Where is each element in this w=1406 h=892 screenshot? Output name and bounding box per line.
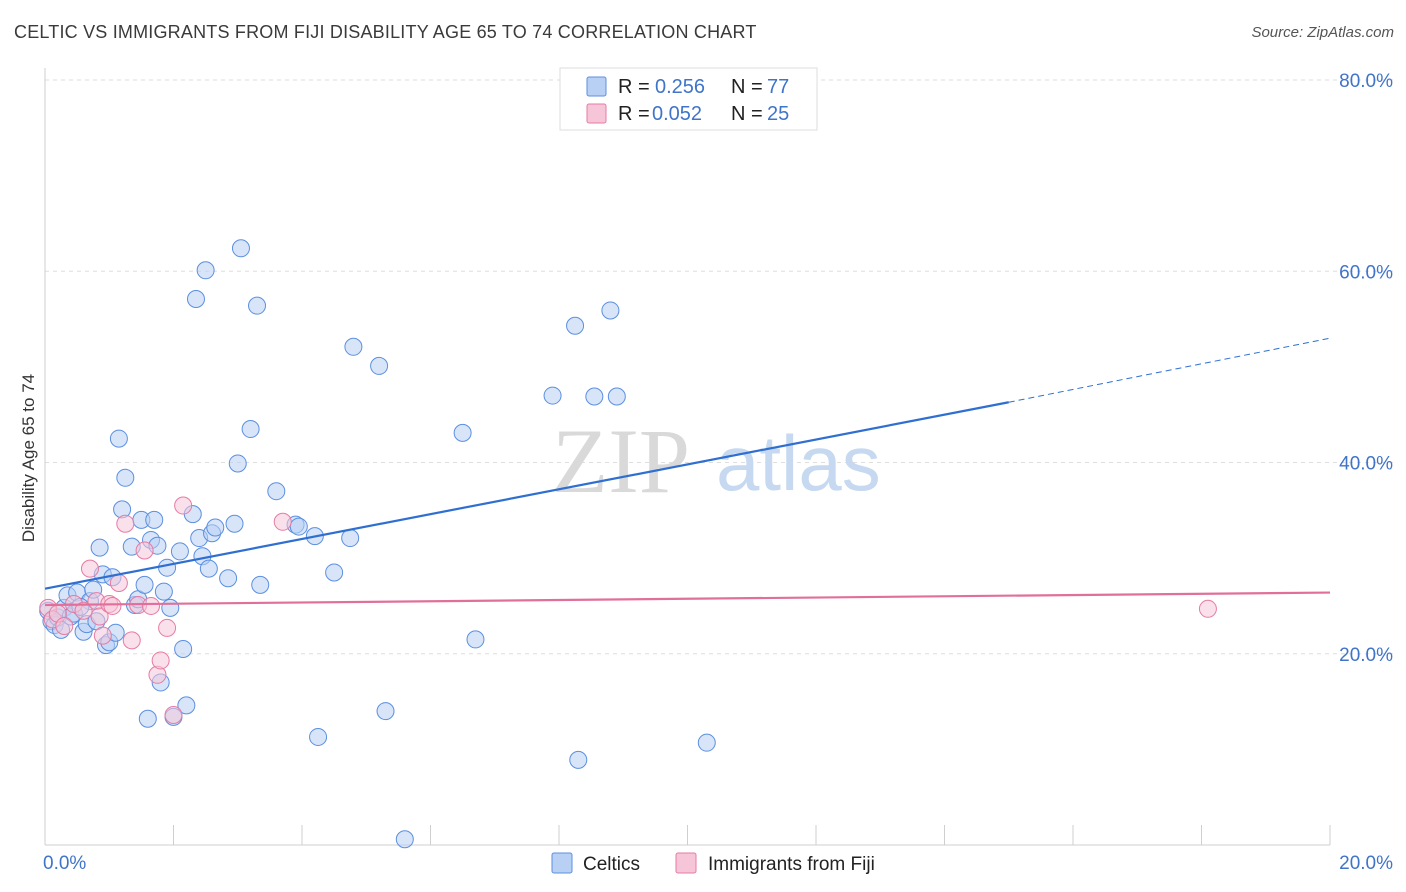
point-celtics-60 <box>309 727 328 746</box>
point-celtics-75 <box>697 733 716 752</box>
point-celtics-40 <box>177 696 196 715</box>
point-celtics-74 <box>607 387 626 406</box>
watermark: ZIP atlas <box>552 410 881 512</box>
point-celtics-72 <box>585 387 604 406</box>
legend-n-label-fiji: N = <box>731 103 763 125</box>
legend-swatch-celtics <box>586 76 607 97</box>
point-celtics-56 <box>267 482 286 501</box>
point-celtics-67 <box>453 423 472 442</box>
point-celtics-53 <box>241 420 260 439</box>
y-axis-label: Disability Age 65 to 74 <box>19 374 38 542</box>
legend-n-value-celtics: 77 <box>767 76 789 98</box>
point-fiji-20 <box>158 618 177 637</box>
legend-r-label-fiji: R = <box>618 103 650 125</box>
point-celtics-38 <box>170 542 189 561</box>
point-celtics-61 <box>325 563 344 582</box>
legend-bottom-label-celtics: Celtics <box>583 854 640 875</box>
legend-top: R = 0.256 N = 77 R = 0.052 N = 25 <box>559 67 818 131</box>
legend-n-label-celtics: N = <box>731 76 763 98</box>
x-tick-label-1: 20.0% <box>1339 853 1393 874</box>
point-celtics-23 <box>116 468 135 487</box>
point-celtics-63 <box>344 337 363 356</box>
legend-bottom: Celtics Immigrants from Fiji <box>551 852 875 875</box>
trend-line-celtics <box>44 401 1009 590</box>
point-celtics-73 <box>601 301 620 320</box>
point-celtics-50 <box>225 514 244 533</box>
point-celtics-70 <box>566 316 585 335</box>
point-fiji-17 <box>142 596 161 615</box>
point-celtics-68 <box>466 630 485 649</box>
gridlines <box>45 79 1393 655</box>
point-fiji-16 <box>135 541 154 560</box>
point-celtics-58 <box>289 517 308 536</box>
point-celtics-66 <box>395 830 414 849</box>
point-celtics-62 <box>341 529 360 548</box>
legend-swatch-fiji <box>586 103 607 124</box>
point-fiji-11 <box>103 596 122 615</box>
data-points <box>39 239 1217 849</box>
point-celtics-15 <box>90 538 109 557</box>
point-fiji-8 <box>90 607 109 626</box>
point-fiji-14 <box>122 631 141 650</box>
y-tick-label-3: 80.0% <box>1339 71 1393 92</box>
point-celtics-64 <box>370 356 389 375</box>
point-celtics-52 <box>231 239 250 258</box>
point-fiji-6 <box>80 559 99 578</box>
source-label: Source: ZipAtlas.com <box>1251 24 1394 41</box>
point-fiji-24 <box>1198 599 1217 618</box>
legend-r-label-celtics: R = <box>618 76 650 98</box>
point-celtics-34 <box>154 582 173 601</box>
point-fiji-22 <box>174 496 193 515</box>
point-fiji-9 <box>93 626 112 645</box>
point-celtics-21 <box>109 429 128 448</box>
point-celtics-28 <box>135 575 154 594</box>
legend-r-value-celtics: 0.256 <box>655 76 705 98</box>
legend-bottom-label-fiji: Immigrants from Fiji <box>708 854 875 875</box>
point-fiji-3 <box>55 617 74 636</box>
point-celtics-46 <box>199 559 218 578</box>
legend-r-value-fiji: 0.052 <box>652 103 702 125</box>
y-tick-label-1: 40.0% <box>1339 454 1393 475</box>
point-fiji-21 <box>164 705 183 724</box>
point-fiji-19 <box>151 651 170 670</box>
point-celtics-54 <box>248 296 267 315</box>
point-fiji-13 <box>116 514 135 533</box>
point-fiji-23 <box>273 512 292 531</box>
point-celtics-48 <box>206 518 225 537</box>
point-celtics-31 <box>145 510 164 529</box>
point-celtics-29 <box>138 709 157 728</box>
y-tick-label-0: 20.0% <box>1339 645 1393 666</box>
point-celtics-39 <box>174 639 193 658</box>
legend-bottom-swatch-celtics <box>551 852 573 874</box>
point-celtics-65 <box>376 702 395 721</box>
y-tick-label-2: 60.0% <box>1339 262 1393 283</box>
x-tick-labels: 0.0% 20.0% <box>43 853 1393 874</box>
trend-line-celtics-extension <box>1008 337 1331 403</box>
legend-bottom-swatch-fiji <box>675 852 697 874</box>
point-celtics-55 <box>251 575 270 594</box>
point-celtics-51 <box>228 454 247 473</box>
point-celtics-35 <box>158 558 177 577</box>
trend-lines <box>44 337 1331 607</box>
trend-line-fiji <box>44 591 1331 607</box>
point-celtics-45 <box>196 261 215 280</box>
point-fiji-12 <box>109 573 128 592</box>
point-celtics-36 <box>161 598 180 617</box>
point-fiji-5 <box>74 601 93 620</box>
watermark-zip: ZIP <box>552 410 690 512</box>
point-celtics-71 <box>569 750 588 769</box>
legend-n-value-fiji: 25 <box>767 103 789 125</box>
point-celtics-69 <box>543 386 562 405</box>
point-celtics-49 <box>219 569 238 588</box>
y-tick-labels: 20.0% 40.0% 60.0% 80.0% <box>1339 71 1393 666</box>
x-tick-label-0: 0.0% <box>43 853 86 874</box>
axes <box>44 68 1331 846</box>
point-celtics-42 <box>186 289 205 308</box>
watermark-atlas: atlas <box>716 419 881 507</box>
chart-title: CELTIC VS IMMIGRANTS FROM FIJI DISABILIT… <box>14 22 757 42</box>
